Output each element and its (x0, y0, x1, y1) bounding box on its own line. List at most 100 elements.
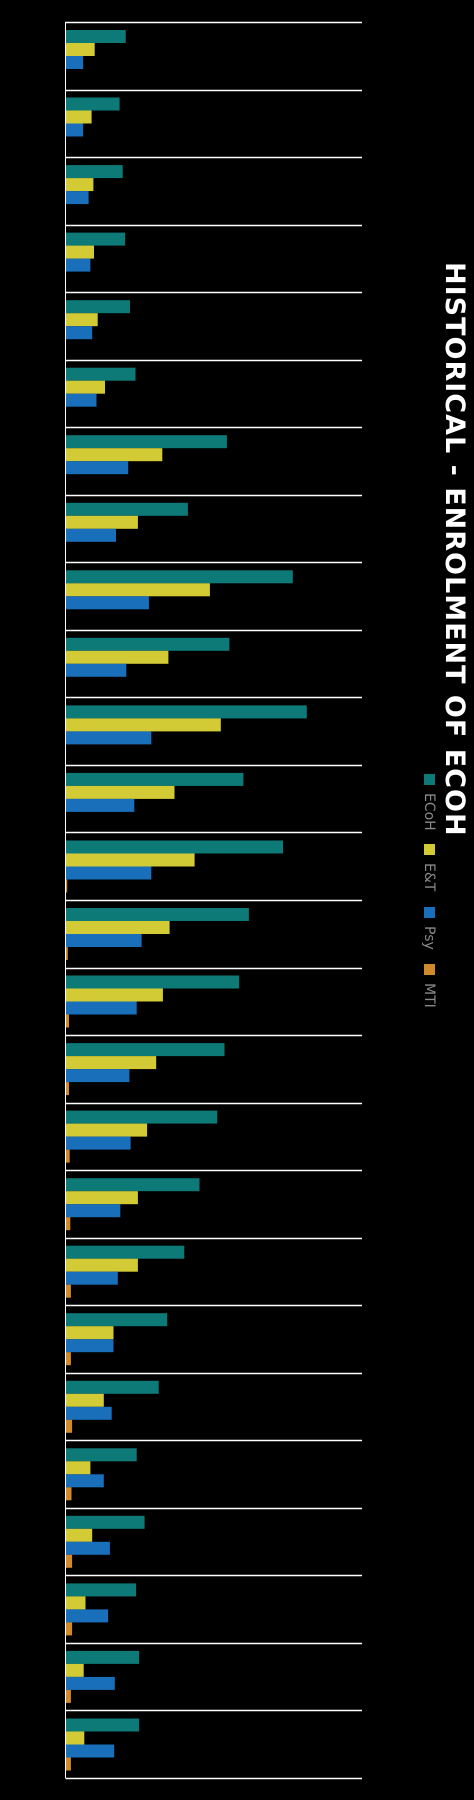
gridlines (65, 21, 362, 1780)
legend-label: ECoH (421, 793, 437, 831)
bar-e-t (66, 853, 195, 867)
bar-ecoh (66, 1043, 225, 1057)
bar-mti (66, 1082, 69, 1096)
bar-psy (66, 1406, 112, 1420)
legend-swatch (424, 964, 435, 975)
bar-mti (66, 879, 68, 893)
bar-e-t (66, 1461, 91, 1475)
bar-mti (66, 1487, 72, 1501)
bar-psy (66, 393, 97, 407)
bar-ecoh (66, 705, 307, 719)
bar-e-t (66, 1123, 148, 1137)
bar-psy (66, 1136, 131, 1150)
bar-ecoh (66, 772, 244, 786)
bar-psy (66, 123, 84, 137)
bar-ecoh (66, 165, 123, 179)
legend-label: E&T (421, 863, 437, 892)
bar-mti (66, 947, 68, 960)
bar-e-t (66, 1326, 114, 1340)
bar-e-t (66, 448, 163, 462)
bar-psy (66, 1744, 115, 1758)
bar-e-t (66, 43, 95, 56)
bar-ecoh (66, 1583, 137, 1597)
bar-psy (66, 56, 84, 69)
bar-ecoh (66, 1313, 168, 1327)
bar-mti (66, 1757, 71, 1771)
legend-swatch (424, 844, 435, 855)
bar-psy (66, 596, 149, 610)
bar-ecoh (66, 97, 120, 111)
bar-psy (66, 1204, 121, 1218)
bar-psy (66, 528, 116, 542)
bar-psy (66, 326, 93, 340)
legend-swatch (424, 907, 435, 918)
bar-e-t (66, 1731, 85, 1745)
bar-ecoh (66, 570, 293, 584)
bar-psy (66, 1069, 130, 1083)
bar-psy (66, 866, 152, 880)
bar-mti (66, 1622, 73, 1636)
bar-e-t (66, 110, 92, 124)
bar-ecoh (66, 1448, 137, 1462)
bar-psy (66, 731, 152, 745)
bar-psy (66, 934, 142, 947)
bar-ecoh (66, 1178, 200, 1192)
bar-e-t (66, 313, 98, 327)
bar-e-t (66, 1258, 138, 1272)
bar-mti (66, 1419, 73, 1433)
bar-e-t (66, 785, 175, 799)
bar-e-t (66, 1528, 93, 1542)
bar-e-t (66, 1393, 104, 1407)
bar-ecoh (66, 840, 283, 854)
bar-psy (66, 1474, 104, 1488)
bar-e-t (66, 583, 210, 597)
bar-ecoh (66, 435, 227, 449)
bar-ecoh (66, 1650, 140, 1664)
bar-psy (66, 191, 89, 205)
bar-ecoh (66, 1245, 185, 1259)
bar-mti (66, 1149, 70, 1163)
bar-psy (66, 1609, 109, 1623)
bar-e-t (66, 515, 138, 529)
bar-psy (66, 1541, 110, 1555)
bar-ecoh (66, 1380, 159, 1394)
bar-e-t (66, 1663, 84, 1677)
bar-e-t (66, 245, 94, 259)
bar-e-t (66, 1056, 157, 1070)
bar-ecoh (66, 1718, 140, 1732)
bar-psy (66, 663, 127, 677)
bar-psy (66, 258, 91, 272)
bar-ecoh (66, 975, 240, 989)
bar-ecoh (66, 1110, 218, 1124)
bar-psy (66, 1676, 115, 1690)
chart-title: HISTORICAL - ENROLMENT OF ECOH (439, 262, 470, 837)
bar-ecoh (66, 502, 188, 516)
bar-e-t (66, 650, 169, 664)
bar-e-t (66, 921, 170, 934)
bar-psy (66, 461, 129, 475)
bar-ecoh (66, 1515, 145, 1529)
bars (66, 30, 307, 1771)
bar-ecoh (66, 232, 126, 246)
bar-e-t (66, 1191, 138, 1205)
bar-mti (66, 1554, 73, 1568)
bar-ecoh (66, 637, 230, 651)
bar-psy (66, 1339, 114, 1353)
bar-e-t (66, 178, 94, 192)
legend-swatch (424, 774, 435, 785)
bar-psy (66, 798, 135, 812)
bar-ecoh (66, 908, 249, 921)
bar-mti (66, 1352, 71, 1366)
legend: ECoH E&T Psy MTI (421, 774, 437, 1008)
bar-ecoh (66, 300, 130, 314)
bar-ecoh (66, 367, 136, 381)
bar-mti (66, 1217, 71, 1231)
bar-mti (66, 1284, 71, 1298)
bar-e-t (66, 988, 163, 1002)
legend-label: Psy (421, 926, 437, 950)
bar-e-t (66, 380, 105, 394)
legend-label: MTI (421, 983, 437, 1008)
bar-psy (66, 1271, 118, 1285)
bar-ecoh (66, 30, 126, 43)
